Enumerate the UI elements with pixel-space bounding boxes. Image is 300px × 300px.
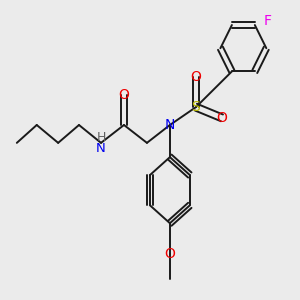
- Text: O: O: [118, 88, 129, 102]
- Text: O: O: [217, 111, 227, 125]
- Text: O: O: [164, 247, 175, 261]
- Text: N: N: [165, 118, 175, 132]
- Text: N: N: [96, 142, 106, 155]
- Text: H: H: [96, 131, 106, 144]
- Text: O: O: [190, 70, 201, 84]
- Text: F: F: [264, 14, 272, 28]
- Text: S: S: [191, 100, 200, 114]
